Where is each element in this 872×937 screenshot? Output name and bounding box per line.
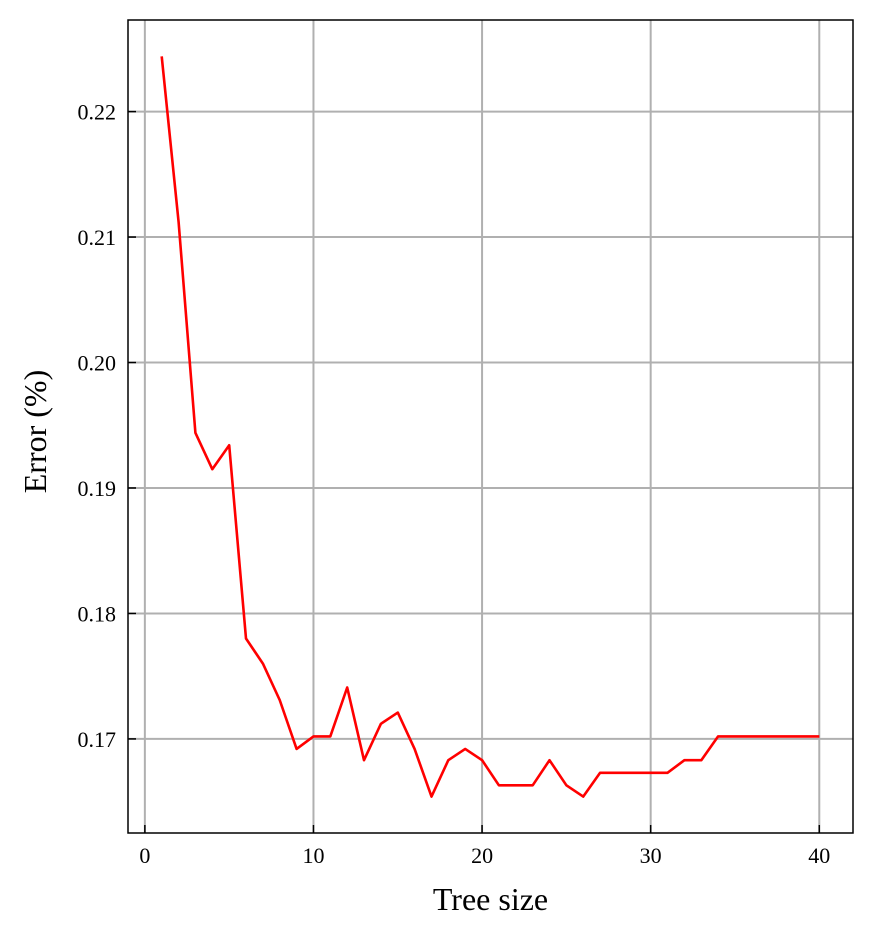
grid [128, 20, 853, 833]
series-line [160, 56, 820, 798]
x-tick-label: 20 [471, 843, 493, 868]
plot-frame [127, 19, 854, 834]
y-axis-label: Error (%) [17, 370, 53, 493]
x-tick-label: 30 [640, 843, 662, 868]
y-tick-label: 0.19 [78, 476, 117, 501]
x-tick-label: 0 [139, 843, 150, 868]
x-axis-label: Tree size [433, 881, 548, 917]
x-tick-label: 40 [808, 843, 830, 868]
y-tick-label: 0.18 [78, 601, 117, 626]
y-tick-label: 0.17 [78, 727, 117, 752]
x-tick-label: 10 [302, 843, 324, 868]
axis-ticks: 0 10 20 30 40 0.17 0.18 0.19 0.20 0.21 0.22 [78, 100, 831, 868]
y-tick-label: 0.21 [78, 225, 117, 250]
y-tick-label: 0.20 [78, 351, 117, 376]
series-layer [160, 56, 820, 798]
y-tick-label: 0.22 [78, 100, 117, 125]
